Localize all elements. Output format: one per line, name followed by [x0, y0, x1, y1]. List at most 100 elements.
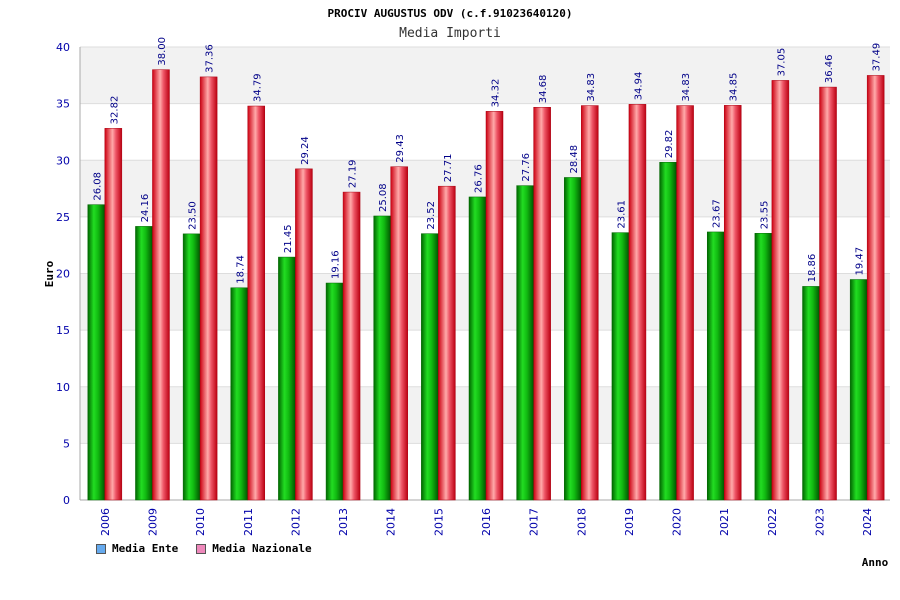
value-label: 34.85 [729, 73, 740, 102]
bar-media-nazionale [390, 166, 408, 501]
legend-item-media-nazionale: Media Nazionale [196, 542, 312, 555]
bar-media-nazionale [247, 105, 266, 501]
value-label: 28.48 [569, 145, 580, 174]
value-label: 38.00 [157, 37, 168, 66]
x-axis-ticks: 2006 2009 2010 2011 2012 2013 2014 2015 2016 2017… [99, 508, 874, 536]
y-tick-label: 5 [63, 437, 70, 450]
value-label: 26.08 [92, 172, 103, 201]
x-tick-label: 2022 [766, 508, 779, 536]
value-label: 26.76 [474, 164, 485, 193]
value-label: 32.82 [109, 96, 120, 125]
bar-media-ente [135, 226, 153, 501]
x-tick-label: 2014 [385, 508, 398, 536]
bar-media-ente [182, 233, 201, 501]
legend-item-media-ente: Media Ente [96, 542, 178, 555]
value-label: 29.43 [395, 134, 406, 163]
y-tick-label: 10 [56, 381, 70, 394]
x-tick-label: 2011 [242, 508, 255, 536]
value-label: 34.83 [586, 73, 597, 102]
value-label: 34.79 [252, 73, 263, 102]
bar-media-nazionale [581, 105, 599, 501]
bar-media-nazionale [295, 168, 313, 501]
value-label: 34.94 [633, 72, 644, 101]
value-label: 36.46 [824, 54, 835, 83]
x-tick-label: 2019 [623, 508, 636, 536]
value-label: 37.49 [872, 43, 883, 72]
value-label: 25.08 [378, 183, 389, 212]
bar-media-ente [564, 177, 582, 501]
x-tick-label: 2018 [575, 508, 588, 536]
bar-media-nazionale [438, 185, 456, 501]
x-tick-label: 2012 [289, 508, 302, 536]
bars [87, 69, 885, 501]
y-axis-ticks: 0 5 10 15 20 25 30 35 40 [56, 41, 70, 507]
value-label: 34.83 [681, 73, 692, 102]
y-axis-label: Euro [43, 260, 56, 287]
y-tick-label: 15 [56, 324, 70, 337]
value-label: 23.52 [426, 201, 437, 230]
value-label: 27.76 [521, 153, 532, 182]
x-tick-label: 2020 [671, 508, 684, 536]
bar-media-nazionale [771, 80, 790, 501]
bar-media-ente [754, 233, 773, 501]
bar-media-nazionale [485, 111, 504, 501]
value-label: 21.45 [283, 224, 294, 253]
bar-media-nazionale [104, 128, 123, 501]
value-label: 34.32 [491, 79, 502, 108]
x-tick-label: 2010 [194, 508, 207, 536]
legend-label-media-ente: Media Ente [112, 542, 179, 555]
bar-media-nazionale [723, 105, 742, 501]
bar-media-nazionale [533, 106, 551, 501]
x-tick-label: 2024 [861, 508, 874, 536]
bar-media-ente [706, 231, 725, 501]
x-tick-label: 2015 [432, 508, 445, 536]
x-tick-label: 2017 [528, 508, 541, 536]
chart-title: PROCIV AUGUSTUS ODV (c.f.91023640120) [327, 7, 572, 20]
x-tick-label: 2009 [146, 508, 159, 536]
value-label: 27.71 [443, 154, 454, 183]
value-label: 23.67 [712, 199, 723, 228]
bar-media-nazionale [819, 86, 837, 501]
x-tick-label: 2006 [99, 508, 112, 536]
chart-subtitle: Media Importi [399, 26, 501, 41]
legend: Media Ente Media Nazionale [96, 542, 312, 555]
legend-swatch-media-nazionale [196, 543, 207, 554]
bar-media-nazionale [676, 105, 694, 501]
bar-media-ente [230, 287, 249, 501]
value-label: 29.82 [664, 130, 675, 159]
bar-media-ente [87, 204, 106, 501]
bar-media-ente [468, 196, 487, 501]
y-tick-label: 30 [56, 154, 70, 167]
value-label: 37.05 [776, 48, 787, 77]
value-label: 19.16 [331, 250, 342, 279]
value-label: 37.36 [205, 44, 216, 73]
value-label: 24.16 [140, 194, 151, 223]
value-label: 23.61 [616, 200, 627, 229]
bar-media-ente [659, 162, 677, 501]
value-label: 18.74 [235, 255, 246, 284]
x-tick-label: 2023 [814, 508, 827, 536]
value-label: 29.24 [300, 136, 311, 165]
bar-media-nazionale [628, 104, 647, 501]
value-label: 18.86 [807, 254, 818, 283]
y-tick-label: 40 [56, 41, 70, 54]
y-tick-label: 25 [56, 211, 70, 224]
value-label: 23.50 [188, 201, 199, 230]
x-tick-label: 2021 [718, 508, 731, 536]
y-tick-label: 35 [56, 98, 70, 111]
bar-media-ente [373, 215, 391, 501]
value-label: 27.19 [348, 159, 359, 188]
legend-label-media-nazionale: Media Nazionale [212, 542, 312, 555]
bar-media-ente [421, 233, 439, 501]
value-label: 19.47 [855, 247, 866, 276]
value-labels: 26.08 32.82 24.16 38.00 23.50 37.36 18.74 34.79… [92, 37, 882, 284]
bar-media-ente [325, 282, 344, 501]
bar-media-nazionale [342, 191, 361, 501]
y-tick-label: 20 [56, 268, 70, 281]
legend-swatch-media-ente [96, 543, 106, 554]
y-tick-label: 0 [63, 494, 70, 507]
bar-media-nazionale [199, 76, 218, 501]
bar-media-ente [611, 232, 630, 501]
bar-media-ente [516, 185, 534, 501]
